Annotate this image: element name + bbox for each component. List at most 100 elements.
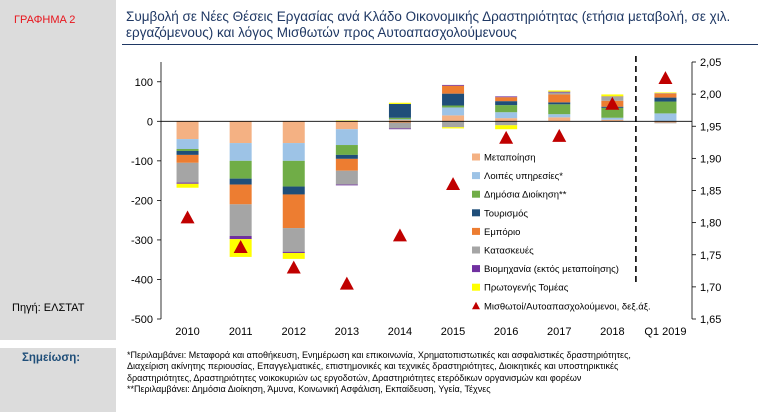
bar-segment [229,178,252,185]
x-tick-label: 2010 [175,326,199,338]
bar-segment [335,129,358,146]
bar-segment [548,117,571,122]
note-line: Διαχείριση ακίνητης περιουσίας, Επαγγελμ… [127,361,619,372]
y-tick-label: -300 [131,235,153,247]
bar-segment [388,122,411,129]
bar-segment [654,92,677,94]
bar-segment [229,160,252,179]
bar-segment [282,194,305,229]
bar-segment [495,118,518,122]
ratio-marker [180,210,195,224]
bar-segment [654,97,677,102]
bar-segment [229,204,252,236]
note-line: *Περιλαμβάνει: Μεταφορά και αποθήκευση, … [127,350,631,360]
bar-segment [229,143,252,161]
note-line: **Περιλαμβάνει: Δημόσια Διοίκηση, Άμυνα,… [127,384,491,395]
x-tick-label: 2014 [388,326,412,338]
bar-segment [601,117,624,120]
ratio-marker [233,240,248,253]
bar-segment [282,143,305,161]
note-text: *Περιλαμβάνει: Μεταφορά και αποθήκευση, … [127,350,753,396]
bar-segment [229,184,252,205]
y2-tick-label: 1,80 [700,218,721,230]
legend-swatch [472,190,480,198]
bar-segment [601,107,624,118]
legend-label: Τουρισμός [484,208,528,219]
y2-tick-label: 2,05 [700,57,721,69]
legend-swatch [472,265,480,273]
bar-segment [548,102,571,105]
bar-segment [654,121,677,123]
y2-tick-label: 1,75 [700,250,721,262]
bar-segment [548,114,571,118]
ratio-marker [552,128,567,142]
legend-marker-ratio [472,301,480,310]
x-tick-label: 2013 [335,326,359,338]
bar-segment [548,91,571,93]
bar-segment [654,113,677,122]
y2-tick-label: 2,00 [700,89,721,101]
bar-segment [176,182,199,184]
bar-segment [335,121,358,130]
x-tick-label: Q1 2019 [644,326,686,338]
bar-segment [176,121,199,140]
bar-segment [388,128,411,130]
bar-segment [495,105,518,113]
ratio-marker [658,71,673,85]
bar-segment [495,112,518,119]
bar-segment [495,97,518,102]
bar-segment [388,102,411,104]
bar-segment [388,119,411,121]
source-label: Πηγή: ΕΛΣΤΑΤ [12,302,85,314]
legend-swatch [472,153,480,161]
y-tick-label: -200 [131,195,153,207]
y2-tick-label: 1,95 [700,121,721,133]
legend-label: Δημόσια Διοίκηση** [484,190,567,201]
note-line: δραστηριότητες, Δραστηριότητες νοικοκυρι… [127,372,582,383]
y2-tick-label: 1,85 [700,186,721,198]
bar-segment [176,139,199,149]
bar-segment [654,122,677,124]
bar-segment [654,93,677,98]
bar-segment [442,127,465,129]
x-tick-label: 2018 [600,326,624,338]
bar-segment [282,251,305,253]
x-tick-label: 2011 [229,326,253,338]
chart-title: Συμβολή σε Νέες Θέσεις Εργασίας ανά Κλάδ… [126,9,731,40]
bar-segment [335,184,358,186]
bar-segment [495,96,518,98]
x-tick-label: 2017 [547,326,571,338]
y2-tick-label: 1,70 [700,282,721,294]
bar-segment [176,148,199,151]
bar-segment [654,101,677,114]
bar-segment [495,125,518,130]
bar-segment [442,84,465,86]
ratio-marker [392,228,407,242]
bar-segment [495,101,518,106]
bar-segment [229,121,252,144]
bar-segment [442,107,465,116]
y2-tick-label: 1,65 [700,314,721,326]
y-tick-label: 0 [147,116,153,128]
bar-segment [442,105,465,108]
legend-label: Λοιπές υπηρεσίες* [484,171,563,182]
bar-segment [388,121,411,123]
bar-segment [282,121,305,144]
bar-segment [335,154,358,159]
bar-segment [282,160,305,187]
ratio-marker [286,260,301,274]
legend-swatch [472,246,480,254]
legend-label: Βιομηχανία (εκτός μεταποίησης) [484,264,619,275]
bar-segment [548,104,571,115]
bar-segment [601,94,624,97]
note-label: Σημείωση: [22,352,81,364]
figure-label: ΓΡΑΦΗΜΑ 2 [14,14,76,26]
legend-label: Πρωτογενής Τομέας [484,283,569,294]
bar-segment [548,90,571,92]
legend-label: Μεταποίηση [484,153,536,164]
legend-label: Μισθωτοί/Αυτοαπασχολούμενοι, δεξ.άξ. [484,301,651,312]
bar-segment [176,183,199,188]
y-tick-label: -500 [131,314,153,326]
y-tick-label: -400 [131,274,153,286]
x-tick-label: 2012 [282,326,306,338]
